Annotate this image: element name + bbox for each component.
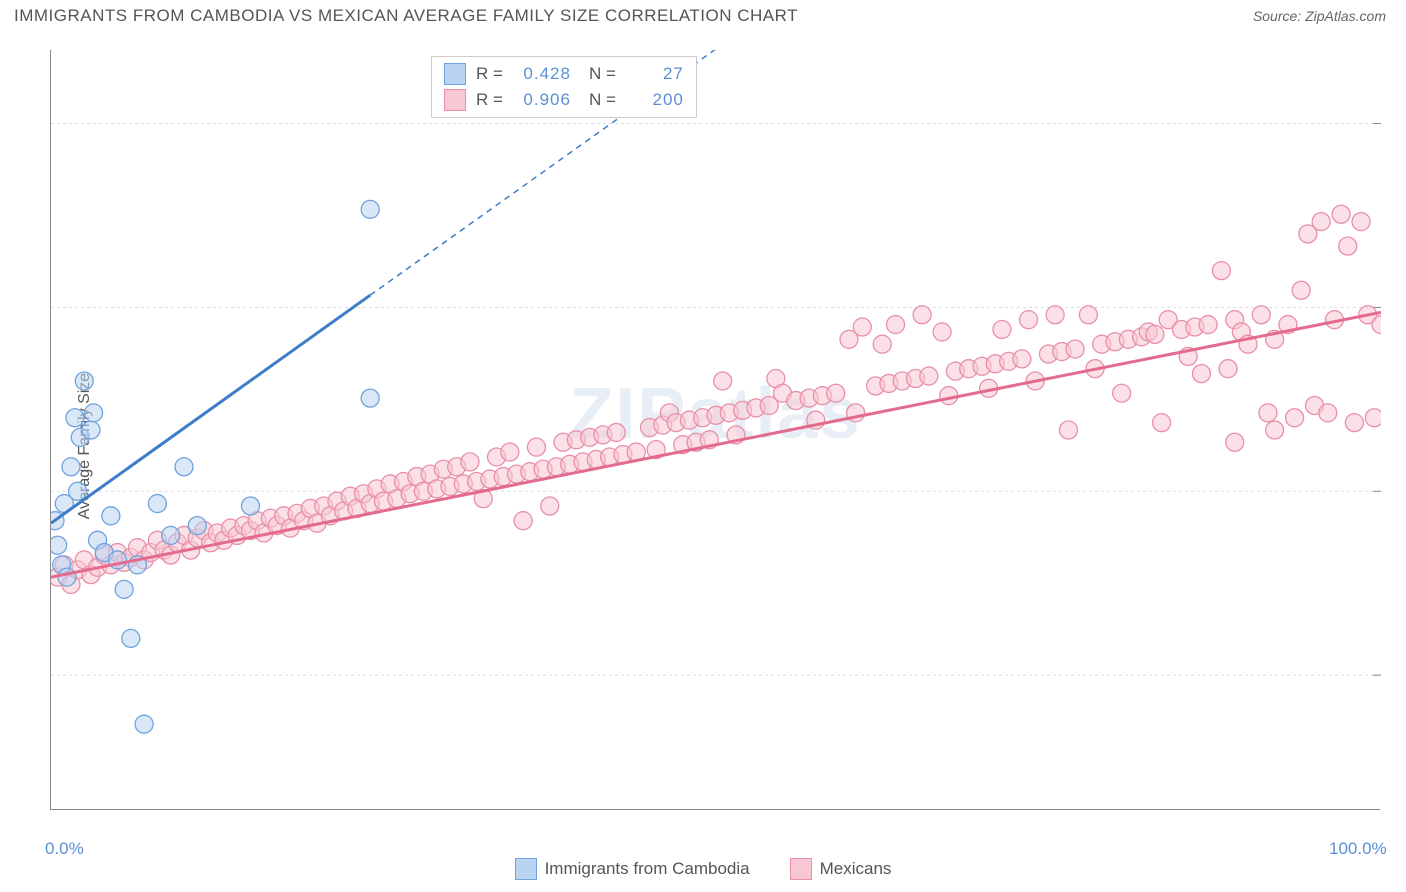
swatch-mexican [444, 89, 466, 111]
plot-wrap: ZIPatlas R = 0.428 N = 27 R = 0.906 N = … [50, 50, 1380, 810]
r-label: R = [476, 64, 503, 84]
legend-row-cambodia: R = 0.428 N = 27 [444, 61, 684, 87]
n-value-cambodia: 27 [626, 64, 684, 84]
n-value-mexican: 200 [626, 90, 684, 110]
correlation-legend: R = 0.428 N = 27 R = 0.906 N = 200 [431, 56, 697, 118]
swatch-cambodia [444, 63, 466, 85]
chart-svg [51, 50, 1381, 810]
chart-container: IMMIGRANTS FROM CAMBODIA VS MEXICAN AVER… [0, 0, 1406, 892]
legend-item-cambodia: Immigrants from Cambodia [515, 858, 750, 880]
legend-row-mexican: R = 0.906 N = 200 [444, 87, 684, 113]
swatch-cambodia [515, 858, 537, 880]
r-label: R = [476, 90, 503, 110]
legend-label-mexican: Mexicans [820, 859, 892, 879]
xtick-label: 100.0% [1329, 839, 1387, 859]
r-value-cambodia: 0.428 [513, 64, 571, 84]
legend-item-mexican: Mexicans [790, 858, 892, 880]
chart-title: IMMIGRANTS FROM CAMBODIA VS MEXICAN AVER… [14, 6, 798, 26]
legend-label-cambodia: Immigrants from Cambodia [545, 859, 750, 879]
xtick-label: 0.0% [45, 839, 84, 859]
series-legend: Immigrants from Cambodia Mexicans [0, 858, 1406, 880]
source-attribution: Source: ZipAtlas.com [1253, 8, 1386, 24]
n-label: N = [589, 90, 616, 110]
swatch-mexican [790, 858, 812, 880]
chart-header: IMMIGRANTS FROM CAMBODIA VS MEXICAN AVER… [0, 0, 1406, 30]
n-label: N = [589, 64, 616, 84]
r-value-mexican: 0.906 [513, 90, 571, 110]
plot-area: ZIPatlas R = 0.428 N = 27 R = 0.906 N = … [50, 50, 1380, 810]
